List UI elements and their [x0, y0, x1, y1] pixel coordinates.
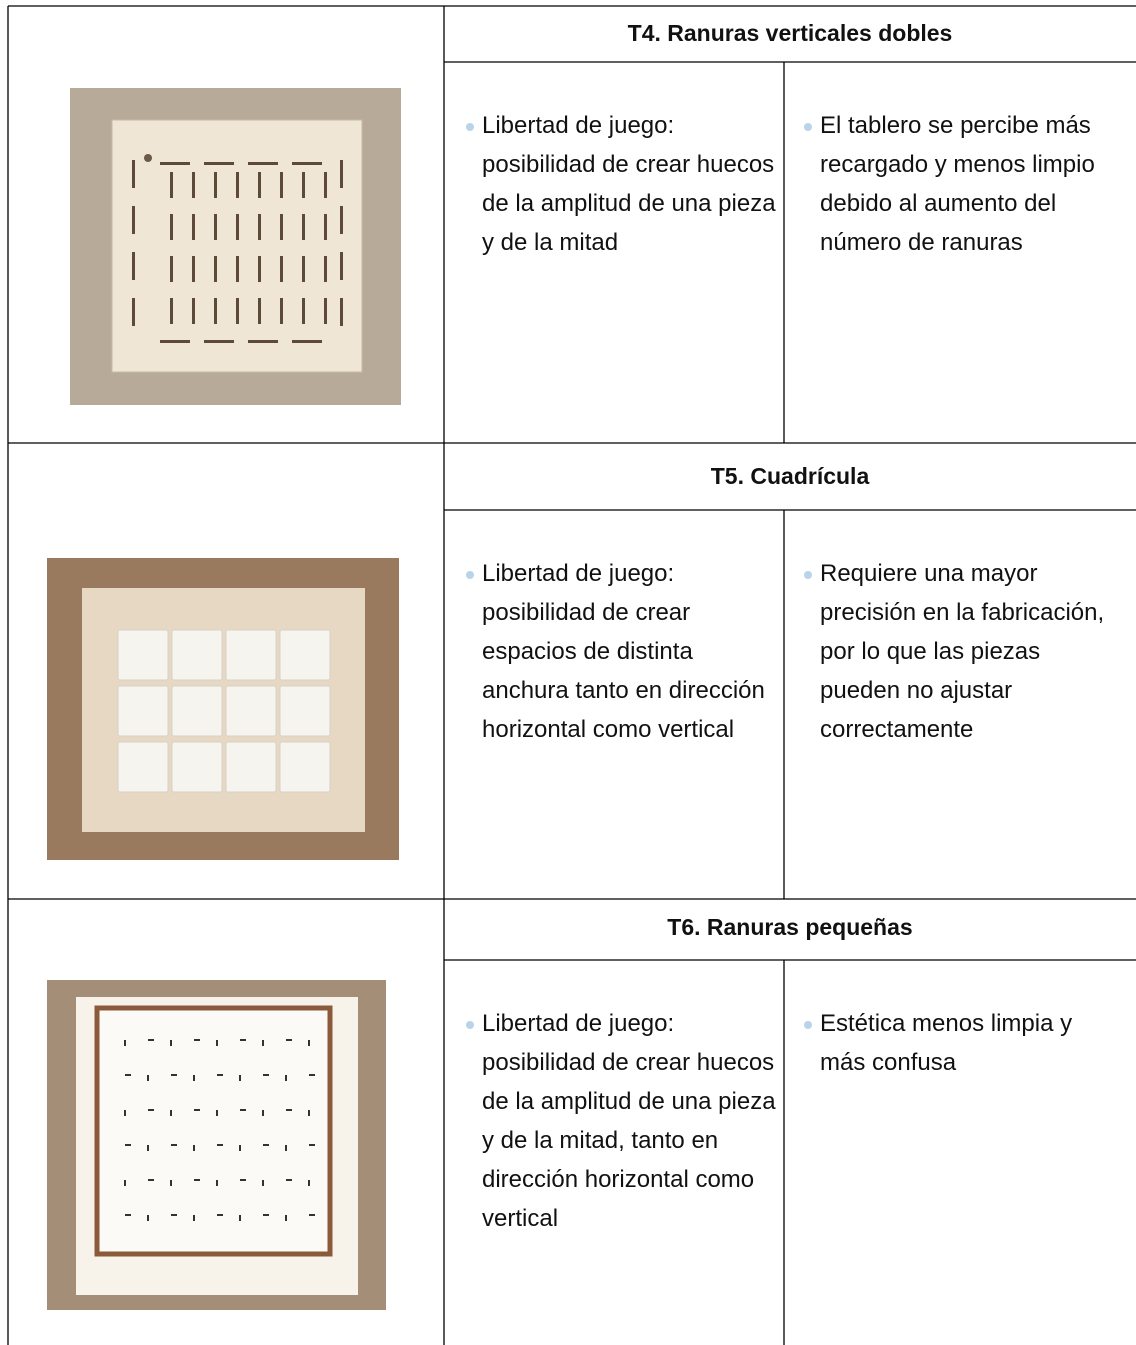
slot	[192, 256, 195, 282]
slot	[280, 214, 283, 240]
tile	[225, 741, 277, 793]
slot	[302, 256, 305, 282]
slot	[324, 298, 327, 324]
tile	[225, 685, 277, 737]
slot	[324, 256, 327, 282]
slot	[340, 160, 343, 188]
slot	[160, 340, 190, 343]
slot	[292, 340, 322, 343]
slot	[192, 298, 195, 324]
advantage-text: Libertad de juego: posibilidad de crear …	[462, 1004, 782, 1238]
slot	[132, 252, 135, 280]
slot	[302, 214, 305, 240]
slot	[214, 214, 217, 240]
slot	[258, 256, 261, 282]
slot	[214, 172, 217, 198]
slot	[280, 172, 283, 198]
advantage-text: Libertad de juego: posibilidad de crear …	[462, 106, 782, 262]
slot	[204, 340, 234, 343]
slot	[324, 172, 327, 198]
slot	[258, 298, 261, 324]
disadvantage-text: Requiere una mayor precisión en la fabri…	[800, 554, 1120, 749]
row-title: T6. Ranuras pequeñas	[667, 914, 913, 940]
slot	[132, 298, 135, 326]
slot	[192, 172, 195, 198]
tile	[279, 741, 331, 793]
slot	[170, 172, 173, 198]
slot	[192, 214, 195, 240]
slot	[214, 298, 217, 324]
disadvantage-text: El tablero se percibe más recargado y me…	[800, 106, 1120, 262]
slot	[236, 298, 239, 324]
slot	[236, 256, 239, 282]
slot	[170, 298, 173, 324]
row-title: T4. Ranuras verticales dobles	[627, 20, 953, 46]
photo-board-t4	[70, 88, 401, 405]
tile	[279, 629, 331, 681]
row-title: T5. Cuadrícula	[710, 463, 870, 489]
tile	[117, 741, 169, 793]
slot	[132, 206, 135, 234]
slot	[258, 172, 261, 198]
slot	[302, 298, 305, 324]
slot	[340, 298, 343, 326]
slot	[258, 214, 261, 240]
slot	[292, 162, 322, 165]
slot	[170, 256, 173, 282]
slot	[280, 256, 283, 282]
slot	[324, 214, 327, 240]
slot	[132, 160, 135, 188]
slot	[340, 206, 343, 234]
slot	[302, 172, 305, 198]
disadvantage-text: Estética menos limpia y más confusa	[800, 1004, 1120, 1082]
slot	[214, 256, 217, 282]
advantage-text: Libertad de juego: posibilidad de crear …	[462, 554, 782, 749]
photo-board-t6	[47, 980, 386, 1310]
slot	[170, 214, 173, 240]
tile	[171, 685, 223, 737]
photo-board-t5	[47, 558, 399, 860]
slot	[236, 172, 239, 198]
tile	[279, 685, 331, 737]
slot	[204, 162, 234, 165]
slot	[248, 340, 278, 343]
slot	[248, 162, 278, 165]
slot	[236, 214, 239, 240]
tile	[117, 685, 169, 737]
slot	[160, 162, 190, 165]
tile	[117, 629, 169, 681]
tile	[225, 629, 277, 681]
tile	[171, 629, 223, 681]
slot	[340, 252, 343, 280]
tile	[171, 741, 223, 793]
slot	[280, 298, 283, 324]
